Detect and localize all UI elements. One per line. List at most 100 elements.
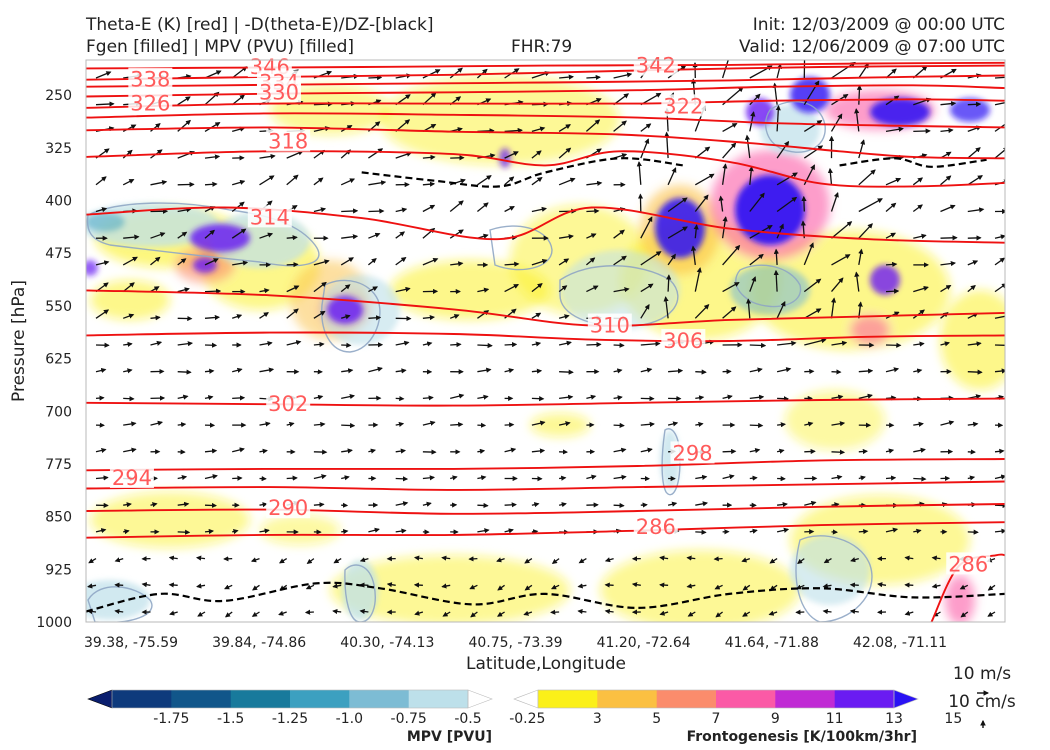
wind-vector: [744, 134, 751, 159]
wind-vector: [721, 163, 728, 185]
wind-vector: [231, 314, 243, 320]
wind-vector: [333, 558, 342, 564]
wind-vector: [313, 177, 324, 186]
theta-e-contour-line: [86, 480, 1005, 491]
wind-vector: [749, 253, 764, 266]
wind-vector: [776, 223, 784, 239]
wind-vector: [341, 368, 354, 374]
wind-vector: [858, 169, 876, 186]
theta-e-contour-label: 314: [250, 205, 290, 229]
wind-vector: [640, 447, 653, 453]
wind-vector: [749, 367, 763, 373]
wind-vector: [204, 154, 221, 160]
wind-vector: [341, 208, 359, 214]
wind-vector: [422, 314, 436, 321]
wind-vector: [286, 308, 299, 319]
wind-vector: [531, 283, 543, 293]
wind-vector: [613, 342, 625, 348]
wind-vector: [531, 368, 543, 374]
wind-vector: [523, 610, 533, 616]
colorbar-tick-label: 9: [771, 711, 780, 727]
wind-vector: [313, 341, 325, 348]
colorbar-high-extension: [893, 689, 919, 709]
theta-e-contour-labels: 3463423383343303263223183143103063022982…: [109, 53, 991, 576]
wind-vector: [904, 555, 914, 561]
wind-vector: [177, 231, 188, 239]
wind-vector: [259, 448, 268, 454]
wind-vector: [232, 447, 245, 453]
wind-vector: [123, 529, 130, 535]
chart-title-line-1: Theta-E (K) [red] | -D(theta-E)/DZ-[blac…: [86, 15, 434, 35]
wind-vector: [422, 341, 433, 347]
wind-vector: [504, 342, 518, 348]
wind-vector: [804, 448, 816, 455]
wind-vector: [558, 234, 574, 240]
wind-vector: [558, 177, 576, 186]
wind-vector: [831, 254, 851, 266]
wind-vector: [531, 258, 548, 266]
wind-vector: [395, 368, 407, 374]
wind-vector: [749, 394, 765, 400]
wind-vector: [776, 140, 790, 159]
wind-vector: [368, 74, 383, 81]
wind-vector: [558, 147, 572, 159]
wind-vector: [395, 501, 409, 507]
wind-reference-key: 10 m/s 10 cm/s: [948, 664, 1016, 728]
wind-vector: [959, 584, 969, 590]
wind-vector: [386, 582, 396, 588]
wind-vector: [967, 101, 982, 107]
wind-vector: [395, 528, 407, 534]
wind-vector: [722, 142, 737, 159]
wind-vector: [88, 558, 97, 564]
colorbar-tick-label: 15: [944, 711, 962, 727]
wind-vector: [531, 502, 540, 508]
wind-vector: [395, 448, 407, 454]
colorbar-low-extension: [513, 689, 539, 709]
wind-vector: [858, 448, 869, 455]
wind-vector: [994, 528, 1005, 534]
wind-vector: [177, 341, 194, 347]
wind-vector: [450, 475, 458, 481]
wind-vector: [123, 234, 140, 240]
wind-vector: [666, 274, 672, 292]
wind-vector: [177, 207, 192, 213]
wind-vector: [714, 584, 723, 590]
wind-vector: [558, 340, 572, 346]
wind-vector: [313, 207, 327, 213]
wind-vector: [885, 261, 898, 268]
wind-vector: [585, 257, 596, 266]
wind-vector: [286, 421, 295, 427]
wind-vector: [967, 147, 981, 159]
x-axis-label: Latitude,Longitude: [466, 654, 626, 674]
wind-vector: [95, 101, 115, 107]
frontogenesis-colorbar: 3 5 7 9 11 13 15: [513, 689, 962, 727]
wind-vector: [368, 286, 379, 293]
wind-vector: [341, 448, 353, 454]
wind-vector: [477, 175, 492, 186]
wind-vector: [496, 557, 505, 563]
wind-vector: [659, 582, 669, 588]
colorbar-tick-label: 5: [652, 711, 661, 727]
wind-vector: [722, 282, 740, 293]
wind-vector: [776, 367, 792, 373]
theta-e-contour-label: 286: [948, 552, 988, 576]
wind-vector: [504, 151, 519, 159]
wind-vector: [722, 244, 741, 266]
wind-vector: [114, 582, 124, 588]
contour-label-backdrop: [128, 91, 173, 114]
wind-vector: [994, 102, 1005, 106]
wind-vector: [504, 206, 515, 213]
theta-e-contour-line: [86, 289, 1005, 327]
wind-vector: [550, 584, 560, 590]
y-tick-label: 250: [45, 88, 72, 104]
theta-e-contour-label: 286: [636, 515, 676, 539]
wind-vector: [640, 421, 655, 427]
wind-vector: [177, 394, 189, 400]
theta-e-contour-label: 330: [259, 80, 299, 104]
wind-vector: [477, 448, 486, 454]
wind-vector: [604, 582, 614, 588]
wind-vector: [150, 502, 158, 508]
wind-vector: [177, 369, 192, 375]
wind-vector: [831, 449, 846, 455]
